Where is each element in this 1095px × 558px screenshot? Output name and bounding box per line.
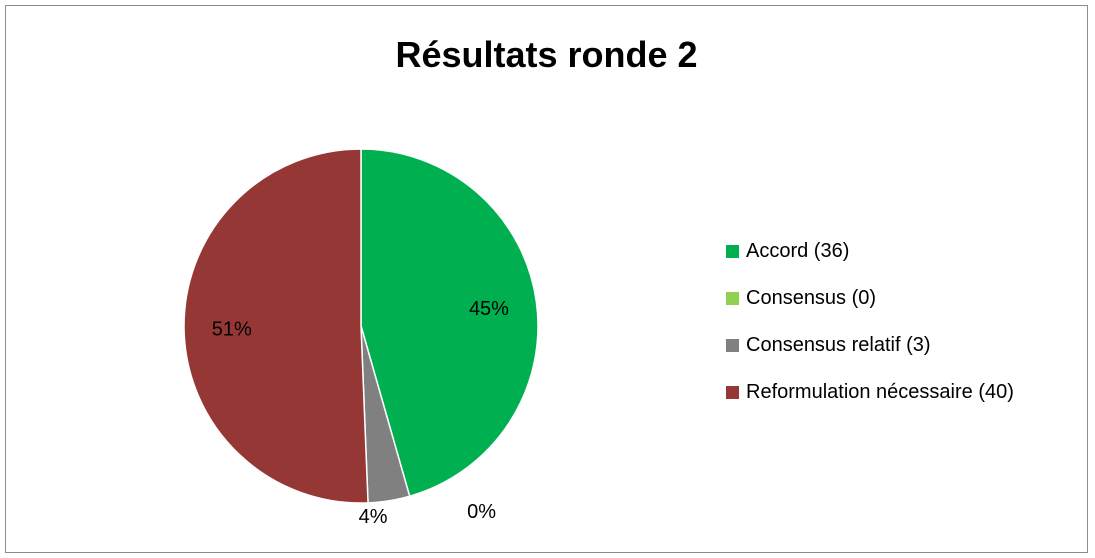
legend-label-consensus-relatif: Consensus relatif (3) [746, 334, 931, 356]
legend-item-accord: Accord (36) [726, 239, 1014, 286]
chart-legend: Accord (36) Consensus (0) Consensus rela… [726, 239, 1014, 427]
pct-label-accord: 45% [469, 298, 509, 320]
legend-swatch-consensus [726, 292, 739, 305]
legend-item-consensus-relatif: Consensus relatif (3) [726, 333, 1014, 380]
slice-accord [360, 148, 539, 498]
legend-swatch-accord [726, 245, 739, 258]
chart-frame: Résultats ronde 2 [5, 5, 1088, 553]
legend-swatch-reformulation [726, 386, 739, 399]
legend-label-reformulation: Reformulation nécessaire (40) [746, 381, 1014, 403]
pct-label-reformulation: 51% [212, 319, 252, 341]
pct-label-consensus-relatif: 4% [359, 506, 388, 528]
legend-item-reformulation: Reformulation nécessaire (40) [726, 380, 1014, 427]
legend-swatch-consensus-relatif [726, 339, 739, 352]
chart-title: Résultats ronde 2 [395, 34, 698, 75]
slice-reformulation [183, 148, 369, 504]
legend-label-accord: Accord (36) [746, 240, 850, 262]
legend-item-consensus: Consensus (0) [726, 286, 1014, 333]
pct-label-consensus: 0% [467, 501, 496, 523]
legend-label-consensus: Consensus (0) [746, 287, 877, 309]
